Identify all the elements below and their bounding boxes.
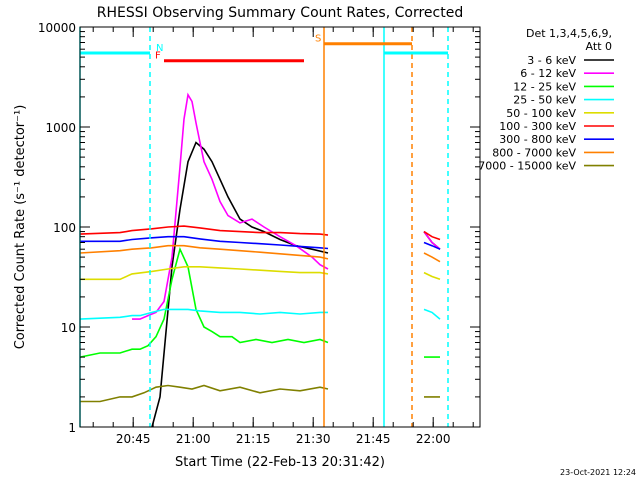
chart-title: RHESSI Observing Summary Count Rates, Co… bbox=[97, 5, 463, 21]
state-bar-label-3: F bbox=[155, 51, 161, 62]
series-line-5 bbox=[80, 266, 441, 281]
x-tick-label-3: 21:15 bbox=[236, 432, 271, 446]
legend-label-5: 50 - 100 keV bbox=[506, 107, 576, 120]
x-tick-label-1: 20:45 bbox=[116, 432, 151, 446]
state-bar-label-4: S bbox=[315, 34, 321, 45]
legend-label-9: 7000 - 15000 keV bbox=[478, 160, 576, 173]
series-line-6 bbox=[79, 225, 441, 241]
series-line-9 bbox=[80, 384, 440, 403]
y-tick-label-3: 100 bbox=[53, 221, 76, 235]
series-line-7 bbox=[80, 235, 441, 250]
legend-header-line-2: Att 0 bbox=[586, 40, 612, 53]
x-tick-label-6: 22:00 bbox=[416, 432, 451, 446]
series-line-8 bbox=[79, 244, 441, 263]
y-tick-label-4: 1000 bbox=[45, 121, 76, 135]
y-tick-label-5: 10000 bbox=[38, 21, 76, 35]
series-line-3 bbox=[79, 246, 440, 358]
x-tick-label-2: 21:00 bbox=[176, 432, 211, 446]
series-layer bbox=[79, 92, 441, 428]
axis-layer: 1 10 100 1000 10000 20:45 21:00 21:15 21:30 21:45… bbox=[38, 21, 480, 446]
series-line-4 bbox=[79, 308, 441, 320]
series-line-2 bbox=[132, 92, 441, 320]
x-axis-label: Start Time (22-Feb-13 20:31:42) bbox=[175, 455, 385, 470]
x-tick-label-5: 21:45 bbox=[356, 432, 391, 446]
legend-label-1: 3 - 6 keV bbox=[527, 54, 576, 67]
legend-label-3: 12 - 25 keV bbox=[513, 80, 576, 93]
state-bar-label-1: N bbox=[156, 43, 163, 54]
y-axis-label: Corrected Count Rate (s⁻¹ detector⁻¹) bbox=[13, 105, 28, 350]
legend-label-6: 100 - 300 keV bbox=[499, 120, 576, 133]
legend-label-8: 800 - 7000 keV bbox=[492, 146, 576, 159]
y-tick-label-2: 10 bbox=[61, 321, 76, 335]
legend-label-2: 6 - 12 keV bbox=[520, 67, 576, 80]
x-tick-label-4: 21:30 bbox=[296, 432, 331, 446]
legend-label-7: 300 - 800 keV bbox=[499, 133, 576, 146]
y-tick-label-1: 1 bbox=[68, 421, 76, 435]
legend-label-4: 25 - 50 keV bbox=[513, 94, 576, 107]
generation-timestamp: 23-Oct-2021 12:24 bbox=[560, 468, 636, 477]
legend-header-line-1: Det 1,3,4,5,6,9, bbox=[526, 27, 612, 40]
